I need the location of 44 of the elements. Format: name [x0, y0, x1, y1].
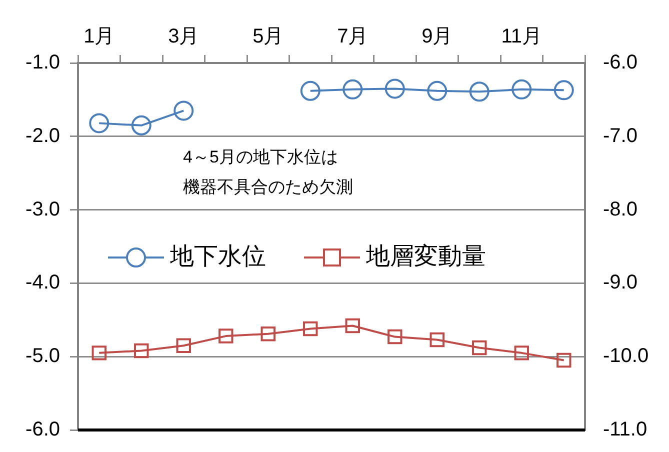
legend-label: 地下水位	[169, 243, 266, 270]
y-tick-label: -6.0	[26, 418, 60, 441]
y2-tick-label: -11.0	[603, 418, 648, 441]
y-tick-label: -1.0	[26, 52, 60, 74]
y2-tick-label: -6.0	[603, 52, 638, 74]
legend-label: 地層変動量	[365, 243, 486, 270]
y-tick-label: -4.0	[26, 272, 60, 294]
y2-tick-label: -9.0	[603, 272, 638, 294]
point	[512, 79, 532, 100]
x-tick-label: 9月	[422, 26, 453, 48]
point	[89, 113, 110, 134]
point	[514, 346, 529, 360]
point	[303, 321, 318, 336]
x-tick-label: 11月	[501, 26, 542, 48]
annotation: 4～5月の地下水位は	[183, 148, 338, 167]
point	[92, 346, 106, 360]
x-tick-label: 7月	[337, 26, 368, 48]
y2-tick-label: -10.0	[603, 345, 649, 368]
y-tick-label: -3.0	[26, 198, 60, 220]
x-tick-label: 3月	[168, 26, 200, 48]
y2-tick-label: -7.0	[603, 124, 638, 147]
point	[388, 329, 402, 344]
point	[427, 80, 448, 101]
y-tick-label: -2.0	[26, 124, 60, 147]
point	[345, 318, 360, 334]
x-tick-label: 5月	[252, 26, 284, 48]
point	[384, 78, 405, 99]
point	[342, 79, 363, 100]
point	[174, 100, 194, 121]
y2-tick-label: -8.0	[603, 198, 638, 220]
point	[556, 352, 572, 368]
y-tick-label: -5.0	[26, 345, 60, 368]
annotation: 機器不具合のため欠測	[183, 178, 353, 197]
x-tick-label: 1月	[84, 26, 115, 48]
point	[472, 340, 487, 356]
point	[554, 80, 574, 100]
point	[300, 80, 320, 101]
point	[430, 332, 444, 348]
point	[131, 115, 152, 136]
point	[176, 338, 191, 353]
point	[134, 343, 149, 358]
point	[218, 328, 234, 344]
point	[469, 82, 490, 102]
point	[260, 326, 276, 342]
